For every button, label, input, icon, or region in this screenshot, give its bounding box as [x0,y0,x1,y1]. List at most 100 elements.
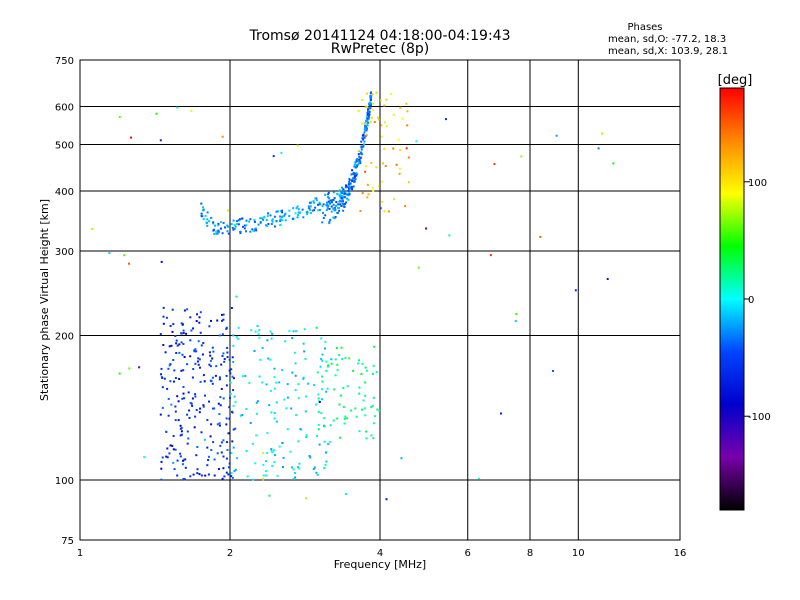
data-point [371,93,374,96]
data-point [271,218,274,221]
data-point [266,215,269,217]
data-point [381,180,384,183]
data-point [204,474,207,477]
data-point [366,106,369,109]
data-point [275,401,278,404]
data-point [349,187,352,190]
data-point [267,212,270,215]
data-points [91,91,615,501]
data-point [245,224,248,227]
data-point [371,372,374,375]
data-point [227,232,230,235]
data-point [182,392,185,395]
data-point [223,360,226,363]
data-point [198,411,201,414]
data-point [371,187,374,190]
data-point [290,407,293,410]
data-point [380,135,383,138]
data-point [340,197,343,200]
data-point [262,478,264,481]
data-point [376,408,379,411]
data-point [285,407,288,410]
data-point [160,260,163,263]
data-point [295,207,298,210]
data-point [365,127,368,130]
data-point [269,214,272,217]
data-point [315,326,318,329]
data-point [210,380,213,383]
data-point [210,216,213,219]
data-point [212,221,215,224]
data-point [213,232,216,235]
data-point [189,339,192,342]
data-point [280,151,283,154]
data-point [363,136,366,139]
data-point [199,311,202,314]
data-point [347,185,350,188]
data-point [189,475,192,478]
data-point [266,432,269,435]
data-point [245,408,248,410]
data-point [365,124,368,127]
data-point [373,345,376,348]
data-point [360,146,363,149]
data-point [342,405,345,408]
data-point [183,397,186,400]
data-point [278,381,281,384]
data-point [196,468,199,471]
data-point [160,367,163,370]
data-point [352,171,355,174]
data-point [346,385,349,388]
data-point [213,407,216,410]
data-point [349,183,352,186]
data-point [369,96,372,99]
data-point [336,193,339,196]
data-point [229,397,231,399]
data-point [478,477,480,480]
x-axis-ticks: 1 2 4 6 8 10 16 [77,548,687,559]
data-point [261,381,264,384]
data-point [371,404,374,407]
data-point [354,407,357,410]
data-point [345,184,347,187]
data-point [335,204,337,207]
data-point [317,209,320,212]
data-point [218,424,221,427]
data-point [220,221,223,223]
data-point [520,155,523,158]
data-point [226,441,228,444]
data-point [205,221,208,224]
data-point [364,366,367,369]
data-point [348,178,351,181]
grid-lines [80,60,680,540]
data-point [343,417,346,420]
data-point [219,396,222,399]
data-point [262,463,265,466]
data-point [230,451,233,454]
data-point [328,201,331,204]
data-point [194,395,197,398]
data-point [271,332,274,335]
data-point [353,165,356,168]
data-point [168,364,171,367]
data-point [248,381,251,384]
data-point [342,387,345,389]
y-tick-label: 300 [55,247,74,258]
data-point [291,337,294,340]
data-point [297,440,300,443]
data-point [383,104,386,107]
data-point [341,358,343,361]
x-axis-label: Frequency [MHz] [334,558,426,571]
data-point [245,230,247,233]
data-point [234,225,237,228]
data-point [188,409,191,412]
data-point [339,394,342,397]
data-point [368,113,371,116]
data-point [342,195,344,198]
data-point [210,319,212,322]
data-point [226,449,229,451]
data-point [253,220,256,223]
data-point [372,189,375,192]
data-point [190,109,193,112]
data-point [364,407,367,410]
